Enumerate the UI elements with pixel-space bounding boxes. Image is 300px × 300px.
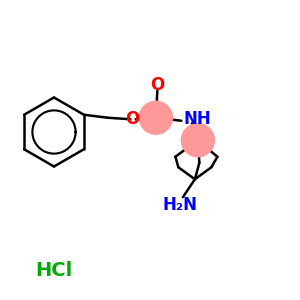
Circle shape — [182, 124, 214, 157]
Circle shape — [140, 101, 172, 134]
Text: O: O — [125, 110, 139, 128]
Text: O: O — [150, 76, 164, 94]
Text: HCl: HCl — [35, 260, 73, 280]
Text: H₂N: H₂N — [162, 196, 197, 214]
Text: NH: NH — [184, 110, 212, 128]
